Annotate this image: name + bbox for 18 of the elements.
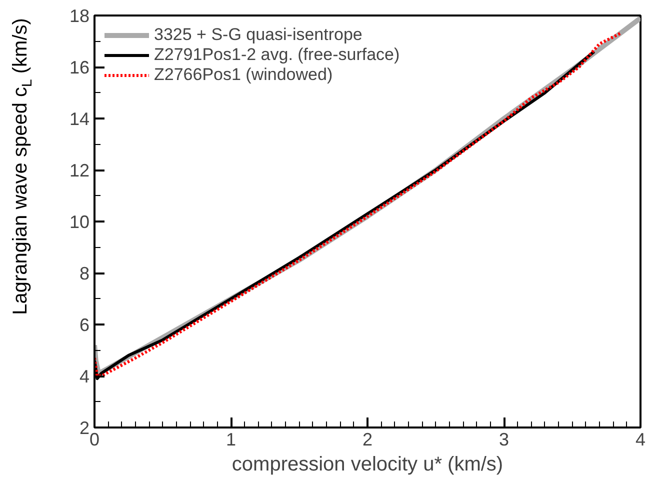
x-tick-label: 2 xyxy=(362,430,373,450)
x-tick-label: 4 xyxy=(635,430,646,450)
x-tick-label: 1 xyxy=(226,430,236,450)
y-tick-label: 6 xyxy=(79,315,90,335)
x-tick-label: 0 xyxy=(89,430,100,450)
y-tick-label: 12 xyxy=(69,160,90,180)
legend-label: Z2766Pos1 (windowed) xyxy=(154,65,333,85)
y-tick-label: 16 xyxy=(69,58,90,78)
y-tick-label: 8 xyxy=(79,264,90,284)
y-tick-label: 10 xyxy=(69,212,90,232)
x-tick-label: 3 xyxy=(498,430,510,450)
x-axis-title: compression velocity u* (km/s) xyxy=(232,454,504,476)
y-tick-label: 4 xyxy=(79,366,90,386)
legend-label: 3325 + S-G quasi-isentrope xyxy=(154,25,362,45)
legend-label: Z2791Pos1-2 avg. (free-surface) xyxy=(154,45,400,65)
y-tick-label: 18 xyxy=(69,6,90,26)
y-axis-title: Lagrangian wave speed cL (km/s) xyxy=(10,18,34,315)
y-tick-label: 14 xyxy=(69,109,90,129)
